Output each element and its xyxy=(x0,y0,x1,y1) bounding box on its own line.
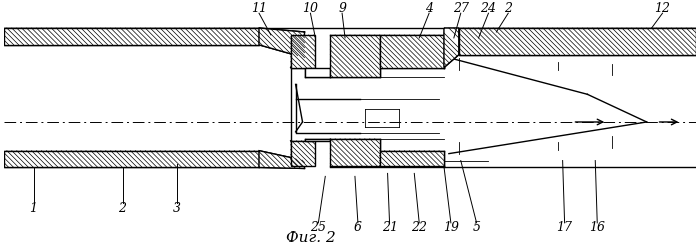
Text: 27: 27 xyxy=(453,2,469,15)
Bar xyxy=(458,28,696,55)
Text: 9: 9 xyxy=(338,2,346,15)
Bar xyxy=(379,151,444,167)
Text: 16: 16 xyxy=(589,221,606,234)
Text: 5: 5 xyxy=(473,221,481,234)
Bar xyxy=(290,141,316,167)
Bar xyxy=(379,35,444,68)
Bar xyxy=(330,35,379,77)
Text: 6: 6 xyxy=(354,221,362,234)
Text: 4: 4 xyxy=(425,2,433,15)
Text: 17: 17 xyxy=(556,221,573,234)
PathPatch shape xyxy=(259,28,304,58)
Bar xyxy=(4,151,259,168)
Bar xyxy=(290,35,316,68)
Text: 2: 2 xyxy=(118,201,127,215)
Text: 1: 1 xyxy=(29,201,38,215)
Text: 3: 3 xyxy=(173,201,181,215)
Bar xyxy=(305,139,330,141)
Text: 24: 24 xyxy=(480,2,496,15)
Text: 25: 25 xyxy=(310,221,326,234)
Text: Фиг. 2: Фиг. 2 xyxy=(286,231,335,245)
Text: 22: 22 xyxy=(411,221,427,234)
Text: 12: 12 xyxy=(654,2,671,15)
Text: 2: 2 xyxy=(504,2,512,15)
PathPatch shape xyxy=(259,151,304,169)
Bar xyxy=(305,68,330,77)
PathPatch shape xyxy=(444,28,458,68)
Text: 19: 19 xyxy=(443,221,459,234)
Text: 10: 10 xyxy=(302,2,318,15)
Text: 21: 21 xyxy=(382,221,398,234)
Text: 11: 11 xyxy=(251,2,267,15)
Bar xyxy=(4,28,259,45)
Bar xyxy=(330,139,379,167)
